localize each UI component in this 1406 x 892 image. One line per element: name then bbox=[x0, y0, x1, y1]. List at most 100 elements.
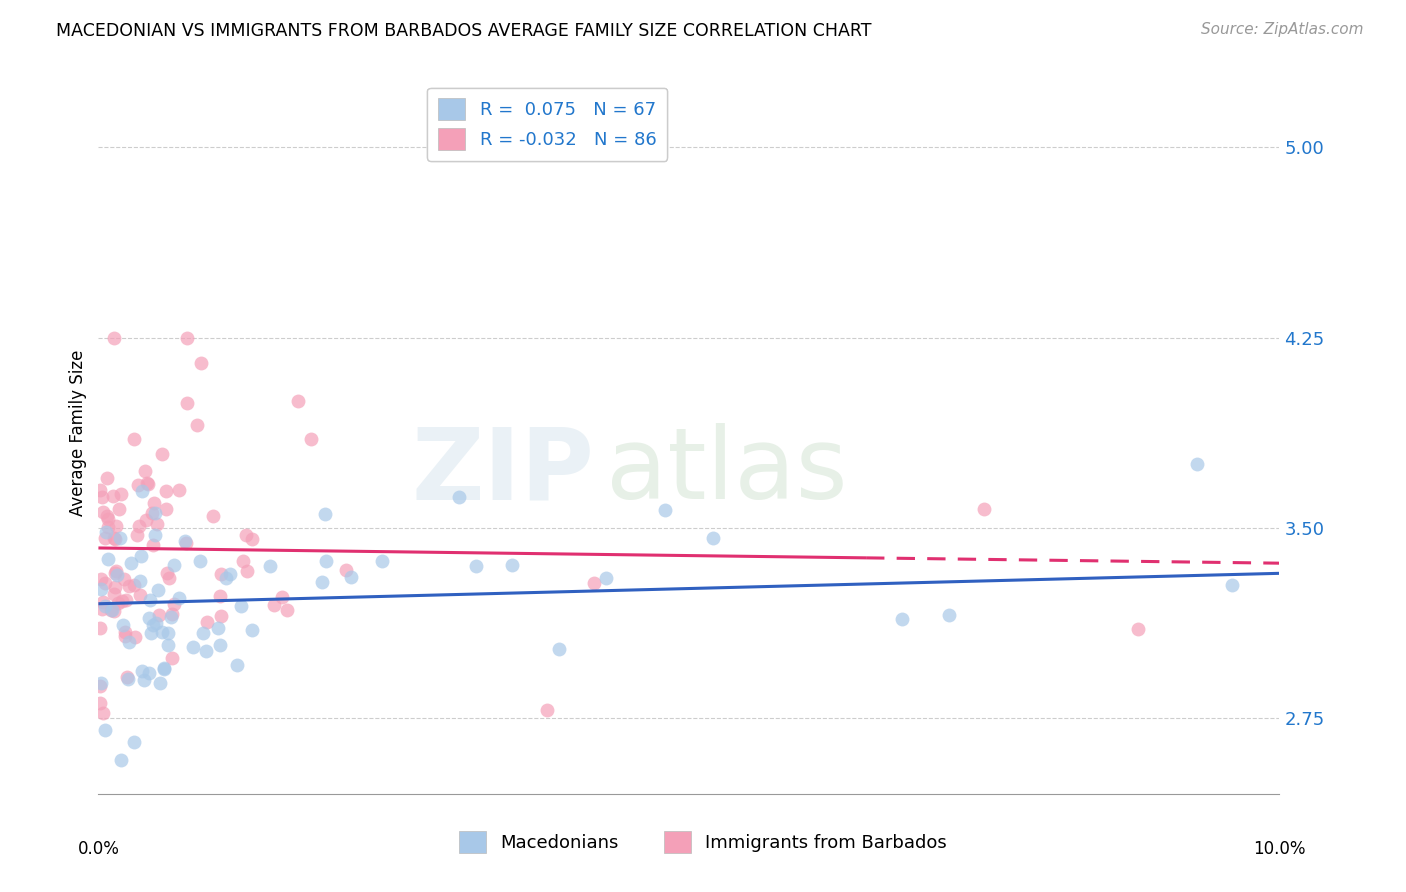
Point bbox=[122, 432, 145, 446]
Point bbox=[235, 564, 257, 578]
Point bbox=[141, 506, 163, 520]
Legend: R =  0.075   N = 67, R = -0.032   N = 86: R = 0.075 N = 67, R = -0.032 N = 86 bbox=[427, 87, 668, 161]
Point bbox=[176, 396, 198, 410]
Point bbox=[101, 603, 124, 617]
Point bbox=[259, 559, 281, 574]
Point bbox=[209, 608, 232, 623]
Point bbox=[218, 566, 240, 581]
Point bbox=[138, 611, 160, 625]
Point bbox=[110, 487, 132, 501]
Point bbox=[186, 418, 208, 433]
Point bbox=[163, 597, 186, 611]
Point bbox=[97, 512, 120, 526]
Point bbox=[104, 518, 127, 533]
Point bbox=[370, 554, 392, 568]
Point bbox=[169, 483, 191, 497]
Point bbox=[215, 571, 238, 585]
Point bbox=[143, 506, 166, 520]
Point bbox=[139, 593, 162, 607]
Point bbox=[114, 625, 136, 640]
Point bbox=[191, 626, 214, 640]
Point bbox=[190, 356, 212, 370]
Point bbox=[97, 552, 120, 566]
Point bbox=[501, 558, 523, 572]
Point bbox=[94, 525, 117, 540]
Point bbox=[96, 470, 118, 484]
Point bbox=[335, 563, 357, 577]
Text: 10.0%: 10.0% bbox=[1253, 839, 1306, 857]
Text: ZIP: ZIP bbox=[412, 424, 595, 520]
Point bbox=[263, 598, 285, 612]
Point bbox=[105, 568, 128, 582]
Point bbox=[138, 666, 160, 681]
Point bbox=[93, 576, 115, 591]
Point bbox=[208, 590, 231, 604]
Point bbox=[91, 506, 114, 520]
Point bbox=[195, 615, 218, 629]
Point bbox=[90, 676, 112, 690]
Point bbox=[595, 571, 617, 585]
Point bbox=[146, 516, 169, 531]
Point bbox=[314, 507, 336, 521]
Y-axis label: Average Family Size: Average Family Size bbox=[69, 350, 87, 516]
Point bbox=[465, 559, 488, 574]
Point bbox=[89, 483, 111, 497]
Point bbox=[1185, 457, 1208, 471]
Point bbox=[97, 520, 120, 534]
Point bbox=[128, 519, 150, 533]
Point bbox=[1220, 578, 1243, 592]
Point bbox=[240, 623, 263, 637]
Point bbox=[188, 553, 211, 567]
Point bbox=[973, 501, 995, 516]
Point bbox=[110, 753, 132, 767]
Point bbox=[232, 553, 254, 567]
Point bbox=[148, 607, 170, 622]
Point bbox=[153, 662, 176, 676]
Point bbox=[142, 618, 165, 632]
Point bbox=[207, 621, 229, 635]
Point bbox=[235, 528, 257, 542]
Point bbox=[299, 432, 322, 446]
Point bbox=[136, 477, 159, 491]
Point bbox=[103, 531, 125, 545]
Point bbox=[194, 644, 217, 658]
Point bbox=[128, 574, 150, 588]
Point bbox=[127, 478, 149, 492]
Point bbox=[131, 549, 153, 564]
Point bbox=[174, 533, 197, 548]
Point bbox=[89, 696, 111, 710]
Point bbox=[122, 578, 145, 592]
Point bbox=[112, 618, 135, 632]
Point bbox=[94, 723, 117, 737]
Point bbox=[122, 735, 145, 749]
Point bbox=[100, 603, 122, 617]
Point bbox=[134, 464, 156, 478]
Point bbox=[103, 604, 125, 618]
Point bbox=[155, 502, 177, 516]
Point bbox=[145, 528, 167, 542]
Point bbox=[447, 490, 470, 504]
Point bbox=[139, 625, 162, 640]
Point bbox=[287, 393, 309, 408]
Point bbox=[208, 638, 231, 652]
Legend: Macedonians, Immigrants from Barbados: Macedonians, Immigrants from Barbados bbox=[451, 824, 955, 861]
Point bbox=[311, 574, 333, 589]
Point bbox=[94, 599, 117, 614]
Point bbox=[315, 554, 337, 568]
Point bbox=[231, 599, 253, 613]
Point bbox=[160, 607, 183, 621]
Point bbox=[91, 601, 114, 615]
Point bbox=[131, 665, 153, 679]
Point bbox=[142, 538, 165, 552]
Point bbox=[91, 490, 114, 504]
Point bbox=[156, 566, 179, 580]
Point bbox=[89, 679, 111, 693]
Point bbox=[96, 509, 118, 524]
Point bbox=[890, 612, 912, 626]
Point bbox=[114, 629, 136, 643]
Point bbox=[101, 489, 124, 503]
Point bbox=[938, 607, 960, 622]
Point bbox=[202, 509, 225, 524]
Point bbox=[142, 496, 165, 510]
Point bbox=[225, 657, 247, 672]
